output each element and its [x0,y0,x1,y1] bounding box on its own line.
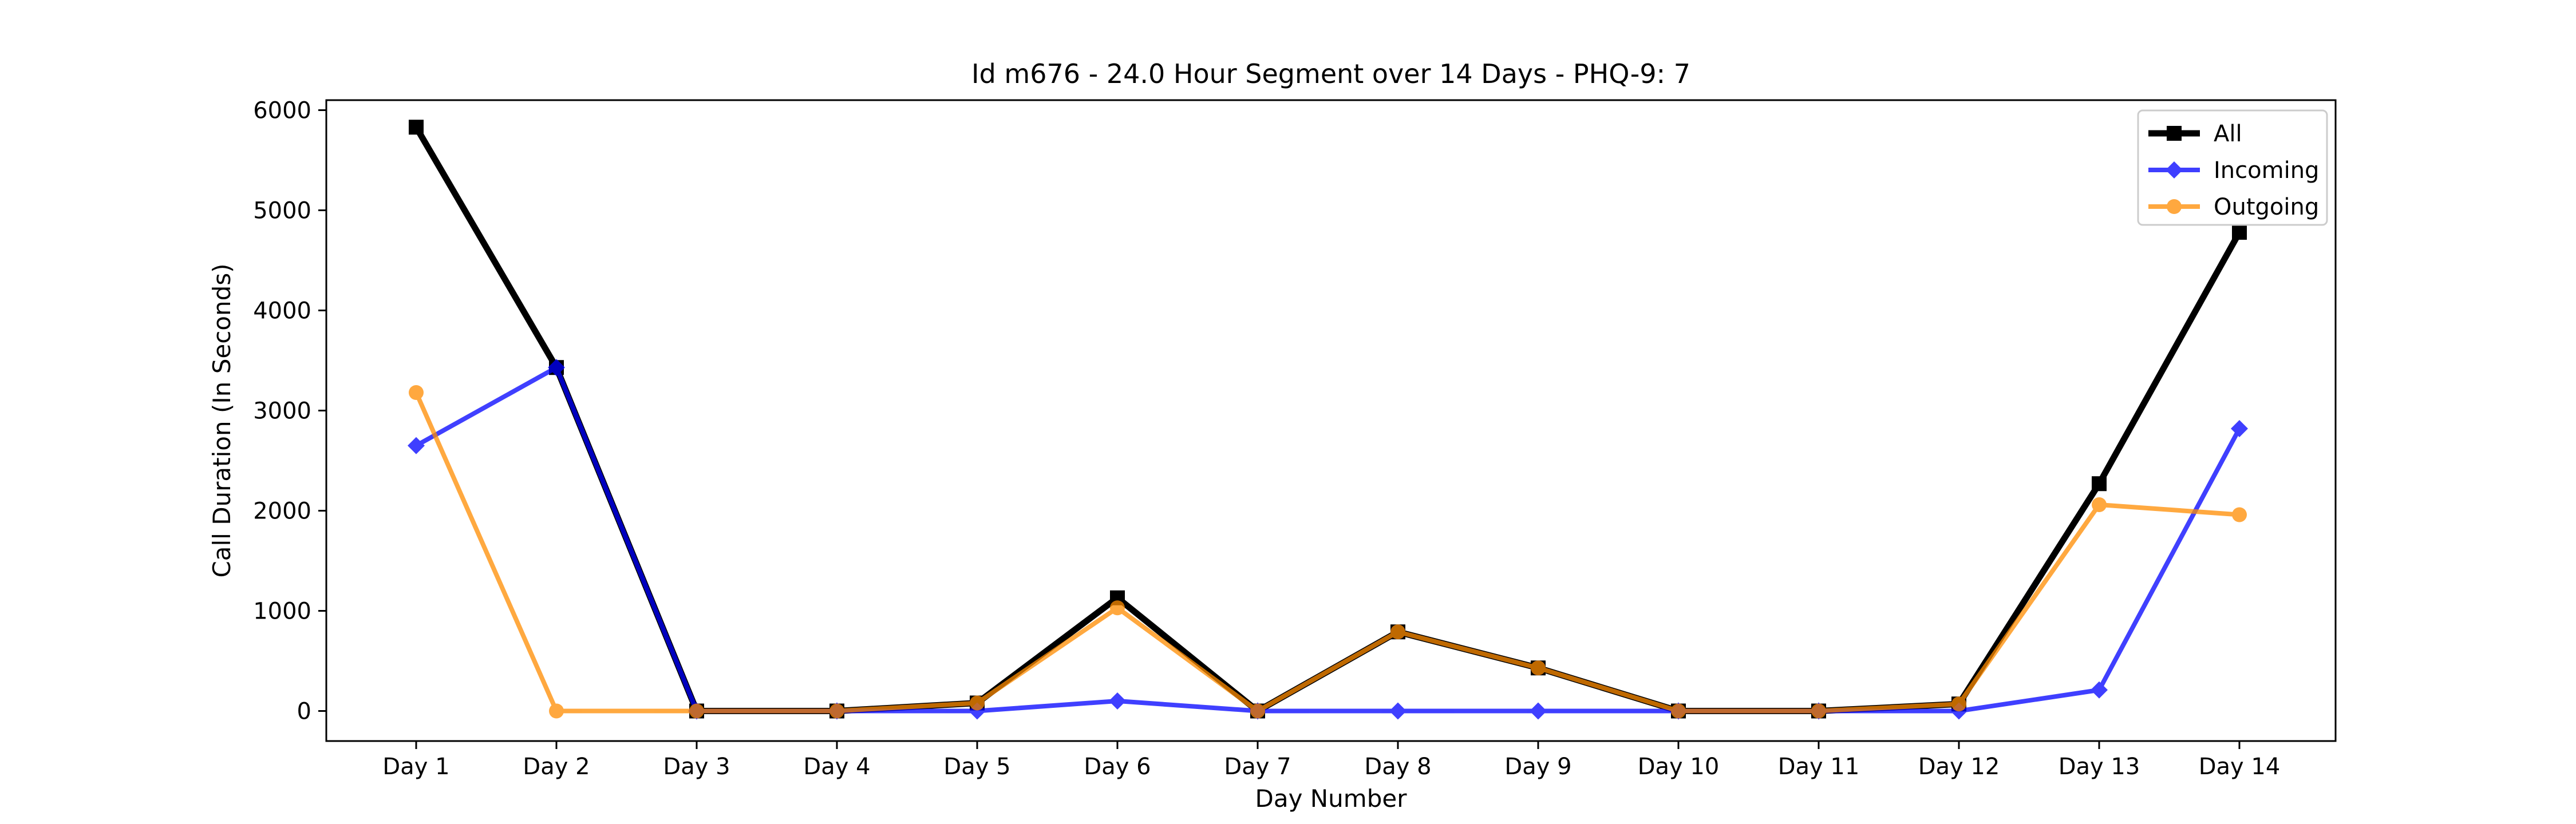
y-axis-label: Call Duration (In Seconds) [208,263,236,577]
y-axis: 0 1000 2000 3000 4000 5000 6000 [253,98,326,725]
x-tick-label: Day 1 [382,754,449,780]
legend-item-all [2148,126,2200,141]
x-tick-label: Day 12 [1918,754,2000,780]
y-tick-label: 5000 [253,198,311,224]
y-tick-label: 1000 [253,599,311,625]
x-axis: Day 1 Day 2 Day 3 Day 4 Day 5 Day 6 Day 7 Day 8… [382,741,2280,780]
data-point-outgoing [829,703,844,719]
data-point-outgoing [2092,497,2107,512]
data-point-outgoing [1811,703,1826,719]
x-tick-label: Day 3 [663,754,730,780]
legend-label: All [2214,121,2242,147]
data-point-all [409,120,424,135]
series-incoming [408,359,2248,720]
data-point-outgoing [409,385,424,400]
series-line-incoming [415,365,2242,714]
y-tick-label: 2000 [253,498,311,525]
data-point-outgoing [1390,624,1405,640]
x-tick-label: Day 7 [1224,754,1291,780]
x-tick-label: Day 8 [1364,754,1431,780]
data-point-outgoing [1250,703,1265,719]
y-tick-label: 4000 [253,298,311,324]
legend-marker [2166,161,2183,179]
series-outgoing [409,385,2247,719]
data-point-outgoing [1671,703,1686,719]
chart-title: Id m676 - 24.0 Hour Segment over 14 Days… [971,58,1690,89]
x-tick-label: Day 6 [1084,754,1151,780]
series-layer [408,120,2248,720]
x-tick-label: Day 13 [2059,754,2140,780]
x-tick-label: Day 2 [523,754,590,780]
legend-label: Incoming [2214,157,2319,184]
x-tick-label: Day 11 [1778,754,1860,780]
y-tick-label: 0 [297,699,311,725]
legend-box [2137,109,2328,226]
data-point-incoming [1530,702,1547,720]
y-tick-label: 3000 [253,398,311,425]
data-point-incoming [548,359,565,377]
data-point-incoming [2231,420,2248,437]
x-tick-label: Day 5 [943,754,1010,780]
data-point-outgoing [1531,660,1546,676]
data-point-outgoing [970,695,985,711]
data-point-incoming [1109,692,1126,710]
legend: All Incoming Outgoing [2137,109,2328,226]
data-point-incoming [408,437,425,454]
series-line-outgoing [414,391,2240,714]
data-point-incoming [2091,681,2108,699]
legend-label: Outgoing [2214,194,2319,220]
x-tick-label: Day 14 [2199,754,2281,780]
data-point-all [2092,476,2107,492]
data-point-incoming [1389,702,1406,720]
data-point-all [2232,225,2247,240]
x-axis-label: Day Number [1255,785,1407,813]
x-tick-label: Day 4 [803,754,870,780]
legend-marker [2167,126,2182,141]
x-tick-label: Day 10 [1638,754,1720,780]
data-point-outgoing [549,703,564,719]
plot-area [325,99,2337,742]
data-point-outgoing [689,703,704,719]
legend-item-outgoing [2148,199,2200,214]
legend-item-incoming [2148,161,2200,179]
data-point-outgoing [1110,600,1125,616]
y-tick-label: 6000 [253,98,311,124]
series-all [409,120,2247,719]
data-point-outgoing [1951,696,1966,712]
legend-marker [2167,199,2182,214]
series-line-all [413,125,2242,714]
x-tick-label: Day 9 [1504,754,1571,780]
data-point-outgoing [2232,507,2247,522]
